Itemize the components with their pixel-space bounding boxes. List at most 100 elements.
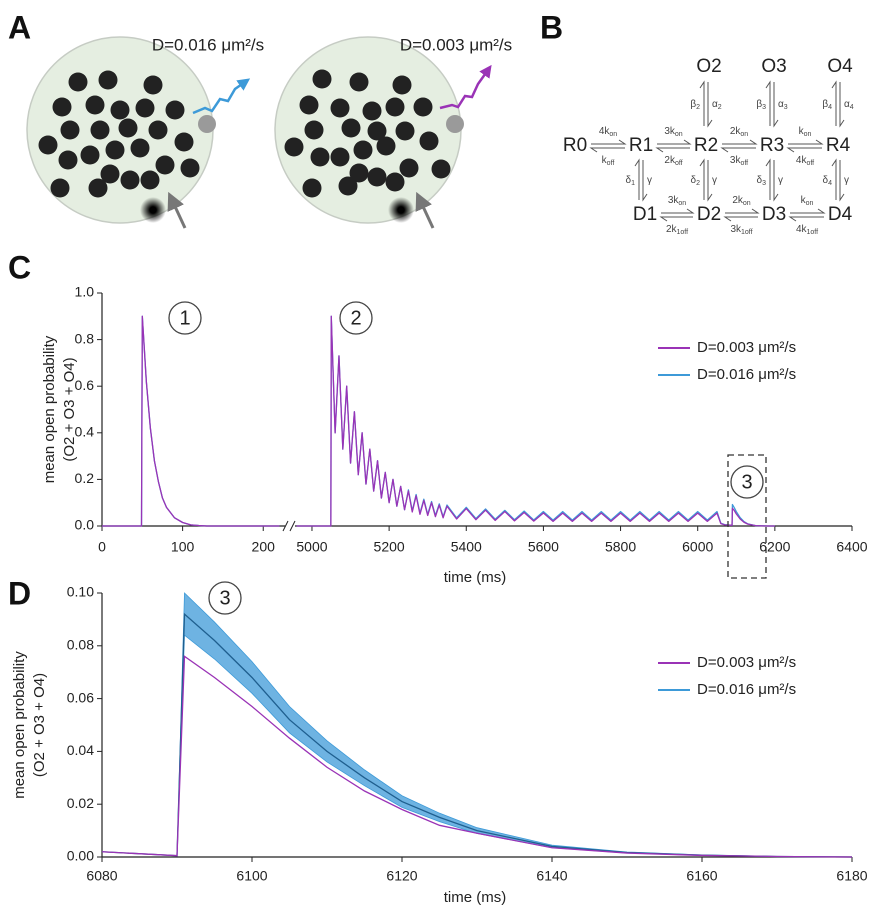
state-label: D2 bbox=[697, 204, 721, 225]
annotation: 2 bbox=[350, 307, 361, 329]
rate-subscript: 1 bbox=[631, 180, 635, 187]
rate-label: β2 bbox=[690, 99, 700, 111]
rate-symbol: k bbox=[602, 155, 608, 166]
backward-arrow bbox=[589, 147, 625, 153]
particle bbox=[330, 98, 350, 118]
forward-arrow bbox=[661, 208, 695, 214]
rate-symbol: δ bbox=[691, 175, 697, 186]
particle bbox=[376, 136, 396, 156]
backward-arrow bbox=[788, 216, 824, 222]
x-tick-label: 6200 bbox=[759, 539, 790, 555]
rate-label: 3kon bbox=[664, 126, 682, 138]
y-tick-label: 0.4 bbox=[75, 424, 95, 440]
particle bbox=[431, 159, 451, 179]
y-axis-label: mean open probability bbox=[41, 335, 58, 483]
annotation-circle bbox=[339, 301, 373, 335]
y-tick-label: 1.0 bbox=[75, 284, 95, 300]
particle bbox=[310, 147, 330, 167]
particle bbox=[304, 120, 324, 140]
particle bbox=[148, 120, 168, 140]
diffusion-caption: D=0.003 μm²/s bbox=[400, 35, 512, 54]
particle bbox=[392, 75, 412, 95]
rate-label: 2koff bbox=[664, 155, 682, 167]
particle bbox=[58, 150, 78, 170]
y-tick-label: 0.02 bbox=[67, 795, 94, 811]
particle bbox=[349, 72, 369, 92]
y-tick-label: 0.06 bbox=[67, 689, 94, 705]
particle bbox=[130, 138, 150, 158]
rate-symbol: δ bbox=[823, 175, 829, 186]
rate-subscript: on bbox=[806, 200, 814, 207]
particle bbox=[362, 101, 382, 121]
particle bbox=[60, 120, 80, 140]
particle bbox=[50, 178, 70, 198]
rate-subscript: on bbox=[675, 131, 683, 138]
particle bbox=[395, 121, 415, 141]
particle bbox=[140, 170, 160, 190]
rate-symbol: γ bbox=[647, 175, 652, 186]
rate-subscript: 3 bbox=[762, 104, 766, 111]
down-arrow bbox=[773, 82, 779, 128]
rate-subscript: on bbox=[678, 200, 686, 207]
rate-label: 3kon bbox=[668, 195, 686, 207]
rate-subscript: 4 bbox=[850, 104, 854, 111]
up-arrow bbox=[634, 158, 640, 200]
rate-symbol: 4k bbox=[796, 155, 808, 166]
particle bbox=[302, 178, 322, 198]
particle bbox=[118, 118, 138, 138]
down-arrow bbox=[839, 160, 845, 202]
backward-arrow bbox=[723, 216, 758, 222]
particle bbox=[385, 172, 405, 192]
rate-subscript: 1off bbox=[741, 229, 753, 236]
x-tick-label: 0 bbox=[98, 539, 106, 555]
annotation: 3 bbox=[741, 471, 752, 493]
release-spot bbox=[388, 197, 414, 223]
rate-label: γ bbox=[647, 175, 652, 186]
rate-subscript: 4 bbox=[828, 104, 832, 111]
particle bbox=[110, 100, 130, 120]
series-line bbox=[101, 655, 853, 858]
rate-label: δ2 bbox=[691, 175, 701, 187]
forward-arrow bbox=[722, 139, 758, 145]
x-tick-label: 5600 bbox=[528, 539, 559, 555]
backward-arrow bbox=[786, 147, 822, 153]
rate-label: 4k1off bbox=[796, 224, 818, 236]
y-tick-label: 0.6 bbox=[75, 377, 95, 393]
rate-symbol: γ bbox=[844, 175, 849, 186]
y-tick-label: 0.8 bbox=[75, 330, 95, 346]
diffusion-path bbox=[439, 64, 492, 110]
particle bbox=[349, 163, 369, 183]
particle bbox=[330, 147, 350, 167]
particle bbox=[367, 167, 387, 187]
rate-label: 2kon bbox=[732, 195, 750, 207]
state-label: R1 bbox=[629, 135, 653, 156]
up-arrow bbox=[765, 158, 771, 200]
forward-arrow bbox=[790, 208, 826, 214]
state-label: R2 bbox=[694, 135, 718, 156]
y-tick-label: 0.00 bbox=[67, 848, 94, 864]
rate-label: δ4 bbox=[823, 175, 833, 187]
rate-label: 2k1off bbox=[666, 224, 688, 236]
rate-label: 4koff bbox=[796, 155, 814, 167]
rate-label: 3k1off bbox=[730, 224, 752, 236]
down-arrow bbox=[773, 160, 779, 202]
up-arrow bbox=[699, 158, 705, 200]
state-label: R3 bbox=[760, 135, 784, 156]
rate-label: koff bbox=[602, 155, 615, 167]
rate-symbol: 2k bbox=[730, 126, 742, 137]
rate-symbol: 4k bbox=[796, 224, 808, 235]
rate-symbol: γ bbox=[778, 175, 783, 186]
x-tick-label: 5200 bbox=[374, 539, 405, 555]
release-arrow bbox=[167, 191, 187, 229]
release-arrow bbox=[415, 191, 435, 229]
particle bbox=[299, 95, 319, 115]
down-arrow bbox=[707, 160, 713, 202]
down-arrow bbox=[642, 160, 648, 202]
series-line bbox=[102, 315, 775, 527]
state-label: R4 bbox=[826, 135, 851, 156]
rate-subscript: off bbox=[806, 160, 814, 167]
x-tick-label: 5800 bbox=[605, 539, 636, 555]
particle bbox=[120, 170, 140, 190]
annotation-circle bbox=[168, 301, 202, 335]
particle bbox=[174, 132, 194, 152]
